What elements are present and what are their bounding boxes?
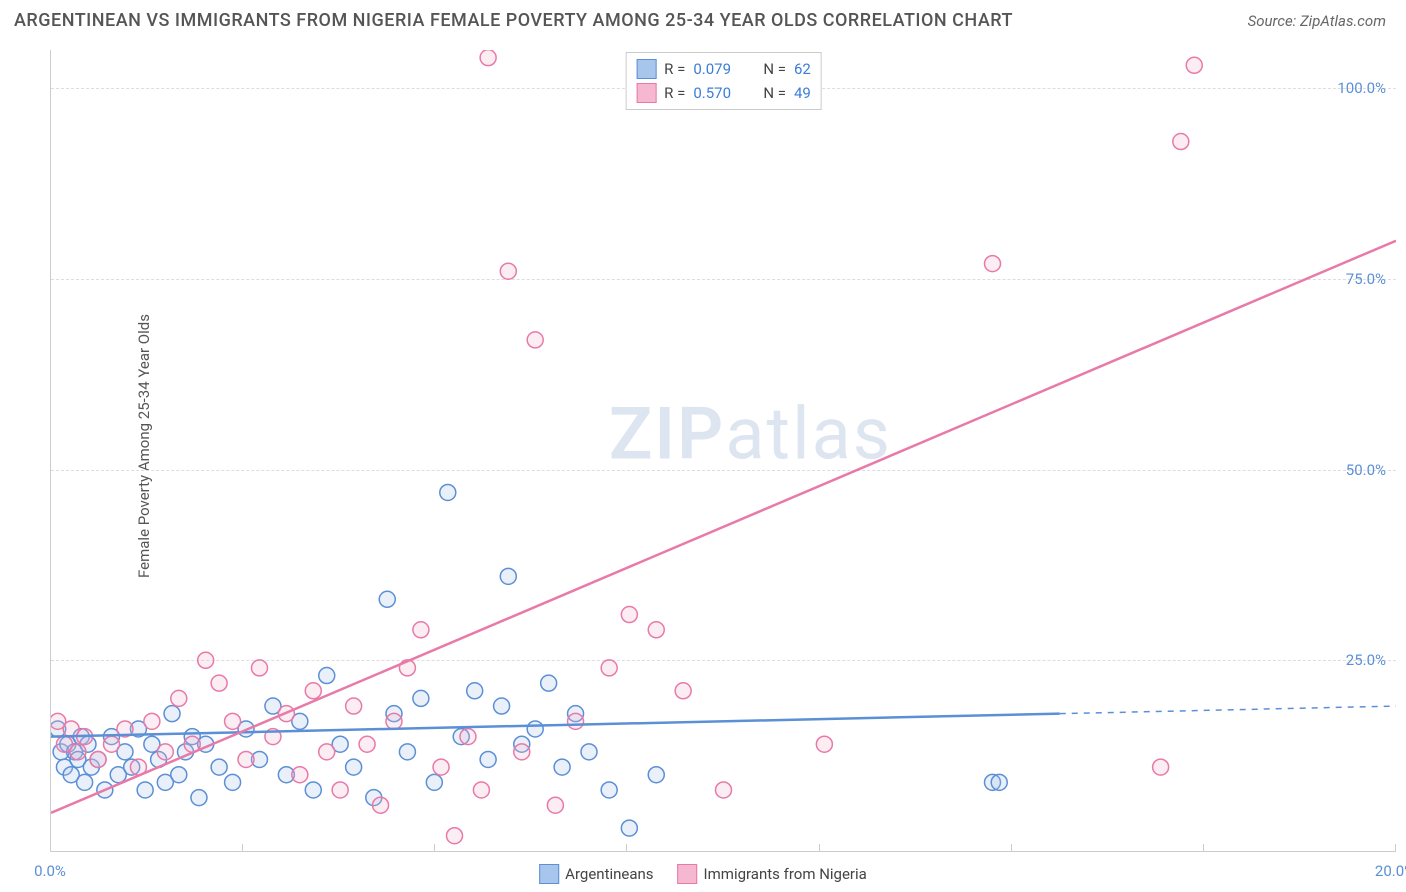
data-point [373, 797, 389, 813]
data-point [440, 484, 456, 500]
data-point [554, 759, 570, 775]
data-point [211, 675, 227, 691]
trend-line [51, 714, 1060, 737]
data-point [547, 797, 563, 813]
data-point [319, 668, 335, 684]
trend-line-dashed [1060, 706, 1396, 714]
data-point [601, 660, 617, 676]
data-point [346, 759, 362, 775]
n-value-argentineans: 62 [794, 60, 811, 78]
data-point [500, 568, 516, 584]
data-point [1173, 134, 1189, 150]
r-value-argentineans: 0.079 [693, 60, 743, 78]
legend-row-nigeria: R = 0.570 N = 49 [636, 81, 811, 105]
data-point [198, 652, 214, 668]
chart-plot-area: ZIPatlas R = 0.079 N = 62 R = 0.570 N = … [50, 50, 1396, 852]
legend-item-nigeria: Immigrants from Nigeria [678, 864, 867, 884]
data-point [648, 622, 664, 638]
x-tick-label: 20.0% [1375, 862, 1406, 880]
data-point [191, 790, 207, 806]
data-point [473, 782, 489, 798]
data-point [621, 820, 637, 836]
data-point [985, 256, 1001, 272]
data-point [225, 774, 241, 790]
data-point [238, 751, 254, 767]
data-point [581, 744, 597, 760]
data-point [319, 744, 335, 760]
data-point [621, 607, 637, 623]
data-point [541, 675, 557, 691]
data-point [144, 713, 160, 729]
data-point [70, 744, 86, 760]
correlation-legend: R = 0.079 N = 62 R = 0.570 N = 49 [625, 52, 822, 110]
data-point [514, 744, 530, 760]
legend-row-argentineans: R = 0.079 N = 62 [636, 57, 811, 81]
data-point [90, 751, 106, 767]
data-point [716, 782, 732, 798]
data-point [447, 828, 463, 844]
data-point [104, 736, 120, 752]
data-point [467, 683, 483, 699]
data-point [675, 683, 691, 699]
data-point [527, 721, 543, 737]
data-point [1186, 57, 1202, 73]
swatch-argentineans [636, 59, 656, 79]
data-point [305, 683, 321, 699]
data-point [413, 622, 429, 638]
data-point [157, 744, 173, 760]
data-point [305, 782, 321, 798]
data-point [379, 591, 395, 607]
data-point [171, 767, 187, 783]
data-point [386, 713, 402, 729]
data-point [225, 713, 241, 729]
data-point [137, 782, 153, 798]
data-point [426, 774, 442, 790]
data-point [399, 744, 415, 760]
data-point [292, 767, 308, 783]
r-value-nigeria: 0.570 [693, 84, 743, 102]
swatch-nigeria-icon [678, 864, 698, 884]
source-label: Source: ZipAtlas.com [1248, 12, 1386, 30]
data-point [346, 698, 362, 714]
data-point [648, 767, 664, 783]
data-point [500, 263, 516, 279]
data-point [991, 774, 1007, 790]
data-point [1153, 759, 1169, 775]
data-point [494, 698, 510, 714]
swatch-argentineans-icon [539, 864, 559, 884]
legend-item-argentineans: Argentineans [539, 864, 653, 884]
data-point [332, 782, 348, 798]
scatter-plot-svg [51, 50, 1396, 851]
data-point [480, 50, 496, 66]
data-point [460, 729, 476, 745]
n-value-nigeria: 49 [794, 84, 811, 102]
data-point [568, 713, 584, 729]
data-point [77, 774, 93, 790]
x-tick-label: 0.0% [34, 862, 66, 880]
data-point [164, 706, 180, 722]
trend-line [51, 241, 1396, 813]
data-point [480, 751, 496, 767]
data-point [251, 660, 267, 676]
data-point [527, 332, 543, 348]
data-point [211, 759, 227, 775]
data-point [413, 690, 429, 706]
data-point [601, 782, 617, 798]
data-point [433, 759, 449, 775]
data-point [816, 736, 832, 752]
chart-title: ARGENTINEAN VS IMMIGRANTS FROM NIGERIA F… [14, 10, 1013, 31]
series-legend: Argentineans Immigrants from Nigeria [539, 864, 867, 884]
data-point [171, 690, 187, 706]
swatch-nigeria [636, 83, 656, 103]
data-point [359, 736, 375, 752]
